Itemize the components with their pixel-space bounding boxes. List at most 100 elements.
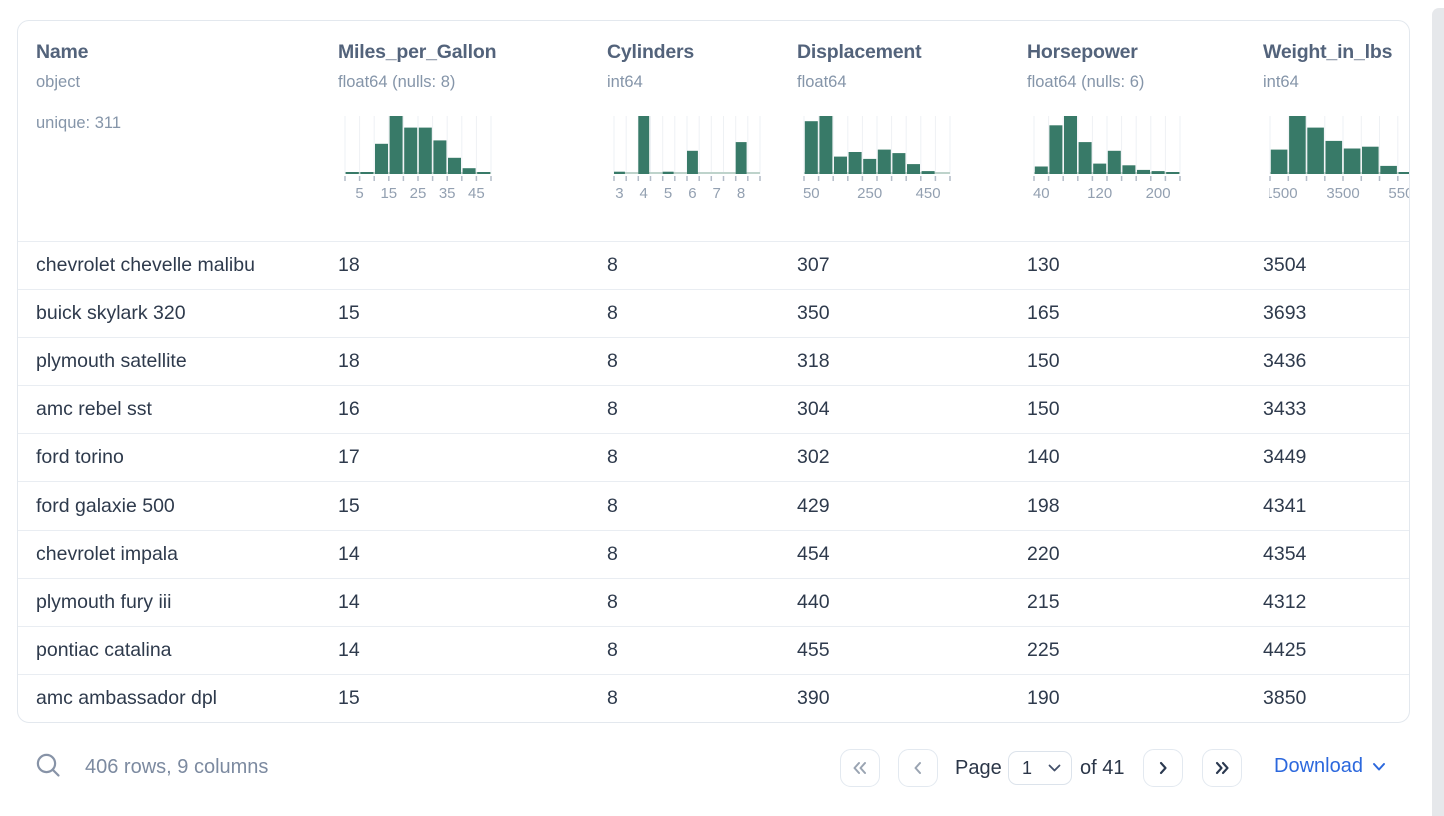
svg-text:40: 40 [1033,185,1050,202]
table-cell: 8 [607,638,618,661]
table-row: chevrolet impala 14 8 454 220 4354 [18,529,1409,578]
table-cell: 4425 [1263,638,1307,661]
table-cell: 3850 [1263,686,1307,709]
table-cell: 190 [1027,686,1060,709]
table-cell: 14 [338,590,360,613]
table-row: amc ambassador dpl 15 8 390 190 3850 [18,673,1409,722]
table-cell: 8 [607,686,618,709]
table-cell: 15 [338,494,360,517]
table-cell: 429 [797,494,830,517]
table-cell: 307 [797,254,830,277]
download-label: Download [1274,755,1363,777]
table-cell: chevrolet chevelle malibu [36,254,255,277]
column-dtype: float64 (nulls: 6) [1027,73,1145,91]
table-cell: 390 [797,686,830,709]
table-cell: 3436 [1263,350,1307,373]
double-chevron-left-icon [853,762,866,774]
column-title: Displacement [797,41,922,63]
table-cell: chevrolet impala [36,542,178,565]
column-title: Cylinders [607,41,695,63]
table-cell: ford torino [36,446,124,469]
table-cell: 3433 [1263,398,1307,421]
svg-text:200: 200 [1146,185,1171,202]
svg-text:3: 3 [615,185,623,202]
table-cell: 304 [797,398,830,421]
svg-text:5: 5 [355,185,363,202]
table-cell: 8 [607,542,618,565]
table-cell: 455 [797,638,830,661]
table-cell: 130 [1027,254,1060,277]
table-cell: 140 [1027,446,1060,469]
svg-text:45: 45 [468,185,485,202]
column-dtype: int64 [607,73,643,91]
table-cell: plymouth fury iii [36,590,172,613]
chevron-down-icon [1048,764,1061,772]
next-page-button[interactable] [1143,749,1183,787]
table-cell: 18 [338,254,360,277]
last-page-button[interactable] [1202,749,1242,787]
column-dtype: float64 (nulls: 8) [338,73,456,91]
svg-text:250: 250 [857,185,882,202]
table-cell: 18 [338,350,360,373]
previous-page-button[interactable] [898,749,938,787]
table-cell: 14 [338,542,360,565]
svg-text:6: 6 [688,185,696,202]
table-row: pontiac catalina 14 8 455 225 4425 [18,625,1409,674]
table-cell: 8 [607,398,618,421]
table-cell: 350 [797,302,830,325]
histogram-weight-in-lbs[interactable]: 1500 3500 5500 [1269,116,1410,202]
chevron-down-icon [1372,763,1385,771]
table-cell: 8 [607,350,618,373]
table-cell: 215 [1027,590,1060,613]
column-title: Horsepower [1027,41,1138,63]
table-cell: 3693 [1263,302,1307,325]
table-row: ford torino 17 8 302 140 3449 [18,433,1409,481]
svg-text:5500: 5500 [1388,185,1410,202]
table-cell: 15 [338,686,360,709]
svg-text:3500: 3500 [1326,185,1359,202]
page-select-value: 1 [1022,757,1033,778]
table-cell: 4354 [1263,542,1307,565]
table-cell: 4312 [1263,590,1307,613]
svg-text:25: 25 [410,185,427,202]
table-cell: pontiac catalina [36,638,172,661]
column-header-horsepower: Horsepower float64 (nulls: 6) 40 120 200 [1027,21,1263,241]
table-row: buick skylark 320 15 8 350 165 3693 [18,289,1409,337]
svg-text:15: 15 [380,185,397,202]
svg-text:5: 5 [664,185,672,202]
column-header-weight-in-lbs: Weight_in_lbs int64 1500 3500 5500 [1263,21,1409,241]
table-header-row: Name object unique: 311 Miles_per_Gallon… [18,21,1409,241]
page-label: Page [955,757,1002,779]
status-bar: 406 rows, 9 columns Page 1 of 41 [0,723,1444,816]
column-unique-count: unique: 311 [36,114,122,132]
right-panel-edge [1432,8,1444,816]
data-table-card: Name object unique: 311 Miles_per_Gallon… [17,20,1410,723]
table-cell: 8 [607,590,618,613]
histogram-miles-per-gallon[interactable]: 5 15 25 35 45 [344,116,492,202]
table-cell: 3504 [1263,254,1307,277]
download-button[interactable]: Download [1274,755,1387,778]
table-cell: buick skylark 320 [36,302,186,325]
svg-text:7: 7 [713,185,721,202]
column-title: Weight_in_lbs [1263,41,1393,63]
table-row: plymouth satellite 18 8 318 150 3436 [18,337,1409,385]
svg-text:4: 4 [640,185,648,202]
table-cell: 220 [1027,542,1060,565]
column-dtype: float64 [797,73,847,91]
table-cell: amc rebel sst [36,398,152,421]
table-cell: 8 [607,446,618,469]
page-select[interactable]: 1 [1008,751,1072,785]
first-page-button[interactable] [840,749,880,787]
column-title: Miles_per_Gallon [338,41,497,63]
column-dtype: int64 [1263,73,1299,91]
search-icon[interactable] [35,752,63,780]
chevron-left-icon [914,762,921,774]
svg-text:50: 50 [803,185,820,202]
histogram-horsepower[interactable]: 40 120 200 [1033,116,1181,202]
table-cell: 16 [338,398,360,421]
histogram-displacement[interactable]: 50 250 450 [803,116,951,202]
column-title: Name [36,41,89,63]
